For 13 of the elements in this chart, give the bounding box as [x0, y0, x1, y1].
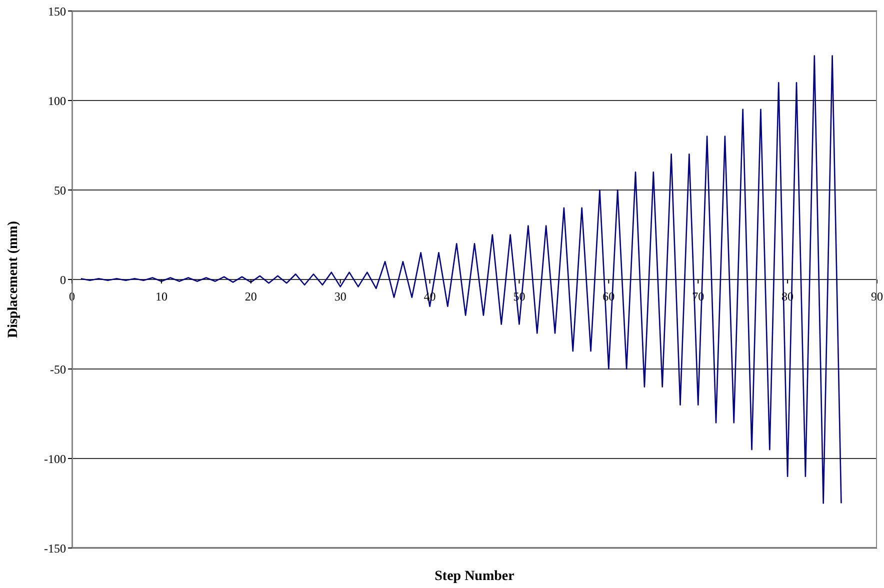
x-tick-label: 30: [334, 290, 346, 304]
y-tick-label: 50: [54, 183, 66, 198]
x-tick-label: 20: [244, 290, 257, 304]
y-tick-label: 100: [48, 94, 66, 108]
x-axis-title: Step Number: [434, 569, 514, 584]
y-axis-title: Displacement (mm): [6, 220, 21, 338]
x-tick-label: 10: [155, 290, 168, 304]
y-tick-label: 150: [48, 4, 66, 18]
y-tick-label: -150: [44, 541, 66, 556]
y-tick-label: -50: [50, 362, 66, 376]
y-tick-label: 0: [60, 272, 66, 287]
line-series: [80, 55, 842, 504]
y-tick-label: -100: [44, 452, 66, 466]
